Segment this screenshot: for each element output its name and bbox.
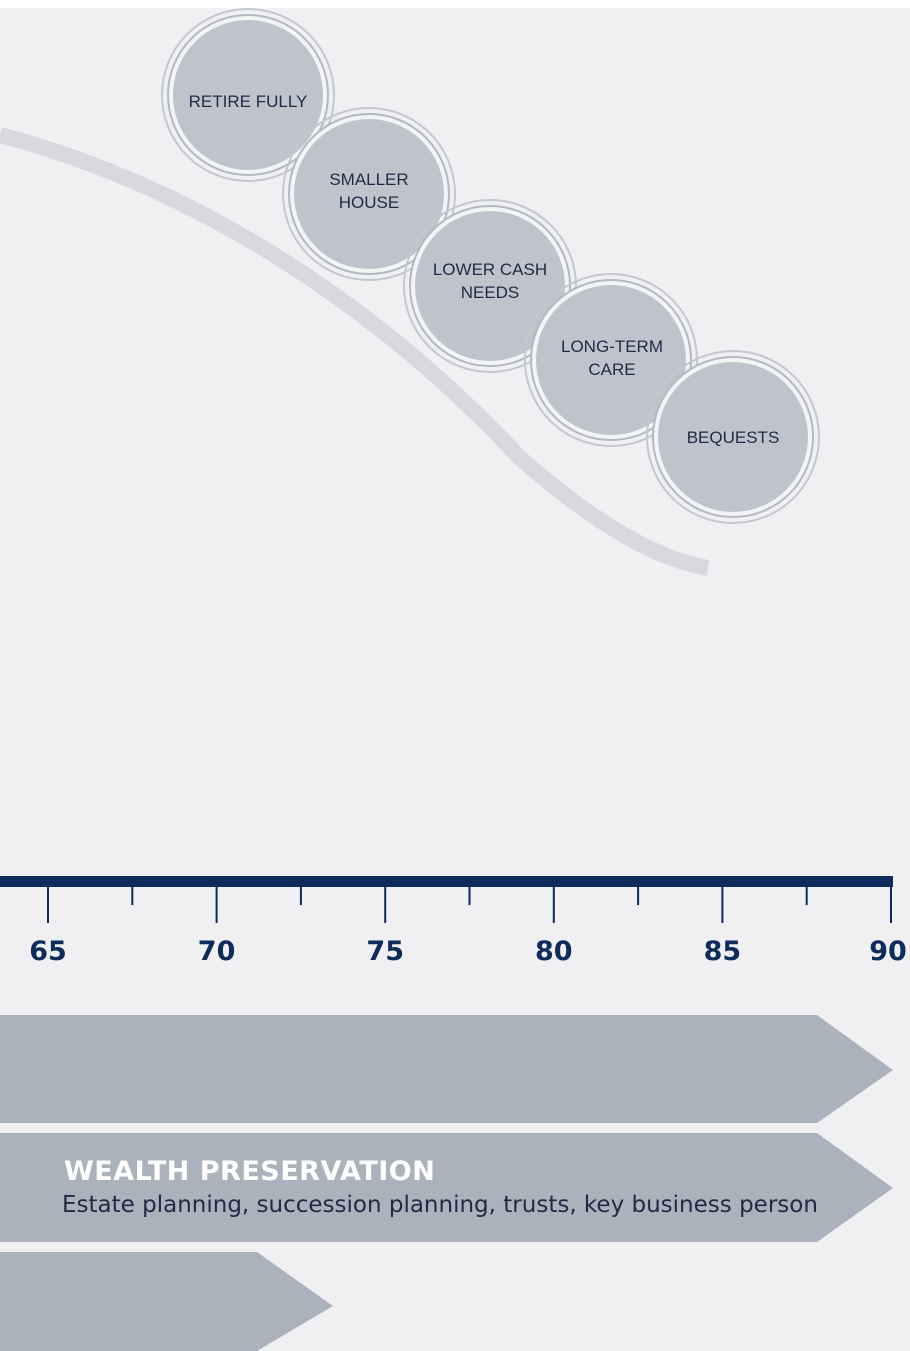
bubble-label: LOWER CASH	[433, 260, 547, 279]
age-tick-label: 80	[535, 936, 573, 967]
bubble-label: LONG-TERM	[561, 337, 663, 356]
bubble-smaller-house: SMALLER HOUSE	[282, 107, 456, 281]
bubble-lower-cash-needs: LOWER CASH NEEDS	[403, 199, 577, 373]
planning-band-bottom	[0, 1252, 333, 1351]
bubble-label: CARE	[588, 360, 635, 379]
age-tick-label: 85	[704, 936, 742, 967]
bubble-label: HOUSE	[339, 193, 399, 212]
diagram-canvas: RETIRE FULLY SMALLER HOUSE LOWER CASH NE…	[0, 8, 910, 1351]
age-timeline: 65 70 75 80 85 90	[0, 876, 907, 967]
planning-band-wealth-preservation	[0, 1133, 893, 1242]
bubble-long-term-care: LONG-TERM CARE	[524, 273, 698, 447]
age-tick-label: 65	[29, 936, 67, 967]
band-title: WEALTH PRESERVATION	[64, 1156, 435, 1187]
bubble-label: BEQUESTS	[687, 428, 780, 447]
timeline-bar	[0, 876, 893, 887]
age-tick-label: 75	[366, 936, 404, 967]
band-description: Estate planning, succession planning, tr…	[62, 1192, 818, 1218]
bubble-bequests: BEQUESTS	[646, 350, 820, 524]
bubble-label: SMALLER	[329, 170, 408, 189]
bubble-label: RETIRE FULLY	[189, 92, 308, 111]
wealth-curve	[0, 127, 710, 576]
planning-band-top	[0, 1015, 893, 1123]
life-stage-diagram: RETIRE FULLY SMALLER HOUSE LOWER CASH NE…	[0, 8, 907, 1351]
age-tick-label: 90	[869, 936, 907, 967]
age-tick-label: 70	[198, 936, 236, 967]
bubble-label: NEEDS	[461, 283, 520, 302]
planning-bands: WEALTH PRESERVATION Estate planning, suc…	[0, 1015, 893, 1351]
bubble-retire-fully: RETIRE FULLY	[161, 8, 335, 182]
bubble-group: RETIRE FULLY SMALLER HOUSE LOWER CASH NE…	[161, 8, 820, 524]
